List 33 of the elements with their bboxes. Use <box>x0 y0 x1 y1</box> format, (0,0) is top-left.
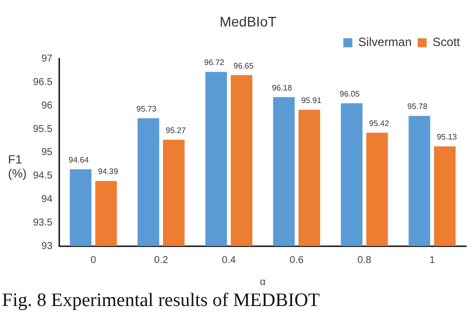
data-label: 96.18 <box>272 83 292 92</box>
y-tick-label: 97 <box>41 54 53 65</box>
data-label: 95.42 <box>369 118 390 128</box>
x-tick-label: 0.4 <box>222 254 236 266</box>
data-label: 94.64 <box>68 155 90 164</box>
data-label: 95.91 <box>301 96 322 106</box>
y-axis-title: F1 (%) <box>8 152 27 181</box>
y-tick-label: 93 <box>41 240 53 252</box>
y-tick-label: 94.5 <box>32 170 53 182</box>
y-tick-label: 94 <box>41 194 53 205</box>
x-tick-label: 0.6 <box>290 254 304 266</box>
y-tick-label: 96 <box>41 100 53 112</box>
legend-label: Silverman <box>358 35 412 50</box>
chart-title: MedBIoT <box>220 13 277 30</box>
y-tick-label: 93.5 <box>32 217 53 228</box>
x-tick-label: 0.8 <box>357 254 372 266</box>
data-label: 96.72 <box>204 58 225 68</box>
x-tick-label: 1 <box>429 254 436 266</box>
data-label: 95.13 <box>436 132 458 142</box>
caption: Fig. 8 Experimental results of MEDBIOT <box>2 290 321 312</box>
y-tick-label: 96.5 <box>32 76 53 88</box>
y-tick-label: 95.5 <box>32 124 53 135</box>
data-label: 96.05 <box>340 89 360 98</box>
y-tick-label: 95 <box>41 147 53 158</box>
data-label: 94.39 <box>98 167 119 176</box>
x-tick-label: 0 <box>90 254 97 266</box>
data-label: 96.65 <box>234 61 254 70</box>
legend-label: Scott <box>432 35 461 50</box>
data-label: 95.78 <box>407 102 428 112</box>
x-tick-label: 0.2 <box>154 254 168 266</box>
data-label: 95.27 <box>166 126 186 135</box>
x-axis-title: α <box>260 276 266 288</box>
data-label: 95.73 <box>136 104 157 114</box>
